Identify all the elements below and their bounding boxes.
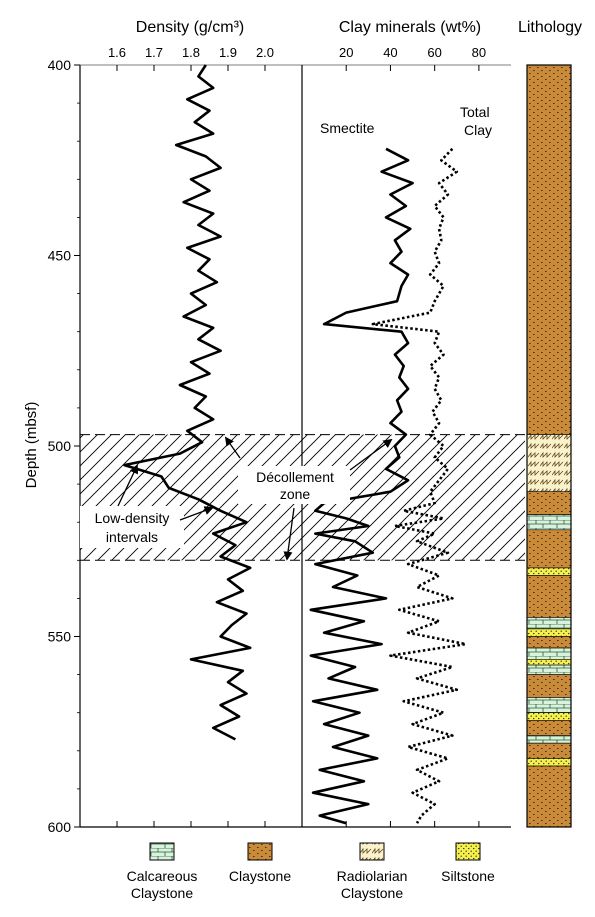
legend-calcareous-1: Calcareous <box>127 868 198 884</box>
legend-siltstone: Siltstone <box>441 868 495 884</box>
clay-tick-label: 80 <box>472 45 486 60</box>
legend-claystone: Claystone <box>229 868 291 884</box>
annotation-arrows <box>117 436 393 561</box>
depth-tick-label: 500 <box>48 438 72 454</box>
arrow-decollement-down <box>283 507 295 561</box>
y-axis-label: Depth (mbsf) <box>23 402 40 489</box>
lithology-unit-calcareous <box>526 697 572 714</box>
lithology-unit-claystone <box>526 529 572 569</box>
lithology-frame <box>526 64 572 828</box>
clay-tick-label: 20 <box>339 45 353 60</box>
arrow-decollement-right <box>349 438 393 471</box>
lithology-unit-claystone <box>526 742 572 759</box>
legend-swatch-claystone <box>247 842 273 861</box>
decollement-label-bg <box>238 466 350 504</box>
lithology-unit-siltstone <box>526 712 572 721</box>
lithology-unit-siltstone <box>526 758 572 767</box>
depth-tick-label: 450 <box>48 248 72 264</box>
depth-tick-label: 600 <box>48 819 72 835</box>
legend-swatch-calcareous <box>149 842 175 861</box>
legend-swatch-radiolarian <box>359 842 385 861</box>
density-series-line <box>123 64 252 741</box>
lithology-unit-siltstone <box>526 659 572 666</box>
lithology-unit-claystone <box>526 636 572 649</box>
lithology-unit-claystone <box>526 720 572 736</box>
legend-radiolarian-1: Radiolarian <box>337 868 408 884</box>
lithology-unit-calcareous <box>526 514 572 531</box>
lithology-unit-calcareous <box>526 617 572 630</box>
smectite-series-line <box>309 147 414 825</box>
decollement-label-1: Décollement <box>256 469 334 485</box>
legend-calcareous-2: Claystone <box>131 885 193 901</box>
density-tick-label: 1.7 <box>145 45 163 60</box>
density-tick-label: 1.8 <box>182 45 200 60</box>
lithology-unit-siltstone <box>526 628 572 637</box>
density-tick-label: 1.6 <box>108 45 126 60</box>
lithology-unit-siltstone <box>526 567 572 576</box>
clay-axis-title: Clay minerals (wt%) <box>339 19 481 36</box>
lithology-unit-calcareous <box>526 647 572 660</box>
low-density-label-2: intervals <box>106 529 158 545</box>
legend-swatch-siltstone <box>455 842 481 861</box>
lithology-unit-claystone <box>526 674 572 698</box>
legend-radiolarian-2: Claystone <box>341 885 403 901</box>
lithology-unit-claystone <box>526 64 572 435</box>
total-clay-label-2: Clay <box>464 122 492 138</box>
total-clay-label-1: Total <box>460 104 490 120</box>
clay-tick-label: 60 <box>427 45 441 60</box>
lithology-unit-radiolarian <box>526 434 572 493</box>
lithology-header: Lithology <box>518 19 582 36</box>
smectite-label: Smectite <box>320 120 375 136</box>
depth-tick-label: 400 <box>48 57 72 73</box>
decollement-label-2: zone <box>280 486 311 502</box>
arrow-low-density-upper <box>117 464 138 507</box>
lithology-unit-calcareous <box>526 735 572 744</box>
lithology-unit-claystone <box>526 765 572 828</box>
arrow-decollement-left <box>224 436 241 459</box>
density-tick-label: 1.9 <box>219 45 237 60</box>
low-density-label-1: Low-density <box>95 510 170 526</box>
lithology-unit-claystone <box>526 491 572 515</box>
depth-y-ticks: 400 450 500 550 600 <box>48 57 80 835</box>
lithology-unit-claystone <box>526 575 572 618</box>
legend: Calcareous Claystone Claystone Radiolari… <box>127 842 495 901</box>
series-layer <box>123 64 467 825</box>
lithology-unit-calcareous <box>526 664 572 675</box>
density-tick-label: 2.0 <box>256 45 274 60</box>
density-x-ticks: 1.6 1.7 1.8 1.9 2.0 <box>108 45 274 827</box>
clay-tick-label: 40 <box>383 45 397 60</box>
depth-tick-label: 550 <box>48 629 72 645</box>
low-density-label-bg <box>80 506 184 548</box>
lithology-column <box>526 64 572 828</box>
density-axis-title: Density (g/cm³) <box>136 19 244 36</box>
total-clay-series-line <box>371 147 467 824</box>
clay-x-ticks: 20 40 60 80 <box>339 45 486 827</box>
arrow-low-density-lower <box>179 506 214 521</box>
